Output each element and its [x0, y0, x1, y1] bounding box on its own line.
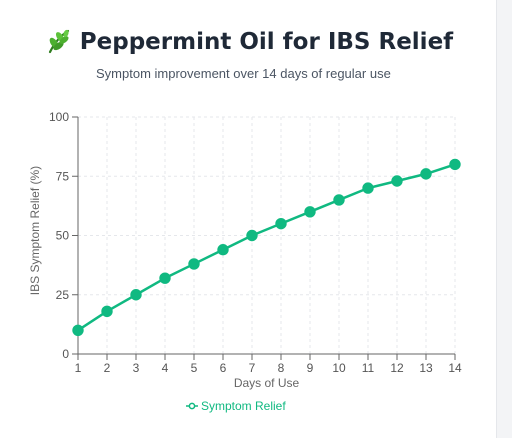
y-tick-label: 50 [56, 229, 70, 243]
x-tick-label: 3 [133, 361, 140, 375]
legend-label[interactable]: Symptom Relief [201, 399, 286, 413]
data-point[interactable] [130, 289, 142, 301]
leaf-icon [48, 29, 69, 54]
data-point[interactable] [188, 258, 200, 270]
chart-card: Peppermint Oil for IBS Relief Symptom im… [0, 0, 497, 438]
data-point[interactable] [217, 244, 229, 256]
data-point[interactable] [275, 217, 287, 230]
chart-subtitle: Symptom improvement over 14 days of regu… [96, 66, 391, 81]
x-tick-label: 7 [249, 361, 256, 375]
x-axis-label: Days of Use [234, 376, 300, 390]
x-tick-label: 1 [75, 361, 82, 375]
x-tick-label: 11 [362, 361, 375, 375]
x-tick-label: 14 [448, 361, 462, 375]
chart-title: Peppermint Oil for IBS Relief [79, 29, 454, 55]
chart-header: Peppermint Oil for IBS Relief [0, 20, 497, 64]
y-tick-label: 0 [62, 347, 69, 361]
legend[interactable]: Symptom Relief [186, 399, 286, 413]
data-point[interactable] [449, 158, 461, 171]
x-tick-label: 2 [104, 361, 111, 375]
x-tick-label: 13 [419, 361, 433, 375]
data-point[interactable] [101, 305, 113, 318]
x-tick-label: 4 [162, 361, 169, 375]
y-tick-label: 100 [49, 110, 69, 124]
legend-marker [188, 402, 196, 410]
grid [78, 116, 456, 354]
data-point[interactable] [72, 324, 84, 336]
x-tick-label: 8 [278, 361, 285, 375]
y-axis-label: IBS Symptom Relief (%) [28, 166, 42, 295]
series-layer [72, 158, 461, 336]
x-tick-label: 12 [390, 361, 404, 375]
x-tick-label: 6 [220, 361, 227, 375]
data-point[interactable] [159, 272, 171, 284]
y-tick-label: 75 [56, 169, 70, 183]
x-tick-label: 10 [332, 361, 346, 375]
x-tick-label: 9 [307, 361, 314, 375]
data-point[interactable] [333, 194, 345, 206]
data-point[interactable] [304, 206, 316, 218]
y-tick-label: 25 [56, 288, 70, 302]
data-point[interactable] [391, 175, 403, 187]
data-point[interactable] [246, 229, 258, 242]
series-line [77, 163, 456, 332]
data-point[interactable] [362, 182, 374, 194]
x-tick-label: 5 [191, 361, 198, 375]
data-point[interactable] [420, 168, 432, 180]
